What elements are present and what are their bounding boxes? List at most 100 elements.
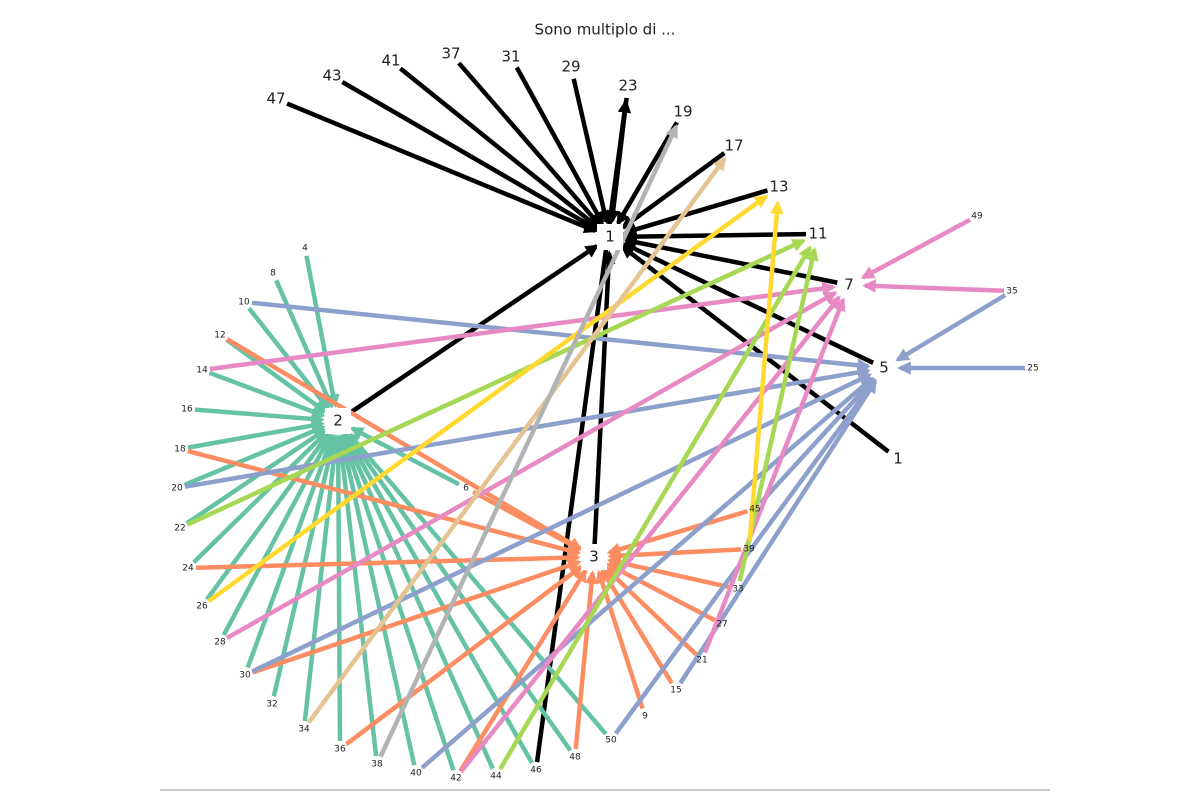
node-label: 2 [333,412,343,430]
node-label: 36 [334,745,346,755]
edge [534,99,632,763]
node-box [325,408,351,434]
node-label: 8 [270,269,276,279]
node-label: 15 [670,686,681,696]
node-label: 40 [410,769,422,779]
edge [251,372,873,674]
edge [194,407,325,426]
node-label: 41 [381,52,400,70]
edge [245,433,336,669]
edge [225,337,328,414]
edge [342,433,495,770]
edge [459,295,841,774]
node-label: 46 [530,766,542,776]
node-label: 42 [450,774,461,784]
edge [592,250,616,546]
node-label: 26 [196,602,208,612]
node-label: 25 [1027,364,1038,374]
node-label: 12 [214,331,225,341]
edge [378,124,679,758]
edges [183,61,1025,774]
node-label: 50 [605,736,617,746]
edge [895,293,1007,362]
node-label: 18 [174,445,186,455]
node-label: 1 [893,450,903,468]
node-label: 39 [743,545,755,555]
edge [345,564,584,746]
edge [302,434,342,722]
edge [225,290,838,641]
node-label: 9 [642,712,648,722]
node-label: 48 [569,753,581,763]
node-label: 35 [1006,287,1017,297]
node-label: 11 [808,225,827,243]
edge [514,66,605,226]
node-label: 31 [501,48,520,66]
edge [398,66,600,229]
edge [192,430,329,565]
edge [251,300,871,372]
edge [600,568,674,685]
edge [209,281,836,372]
edge [616,121,679,226]
node-label: 27 [716,620,727,630]
node-label: 30 [239,671,251,681]
edge [341,80,599,231]
edge [605,562,716,623]
edge [186,238,806,527]
node-label: 14 [196,366,208,376]
edge [458,568,588,773]
node-label: 13 [769,178,788,196]
edge [620,151,726,230]
edge [621,241,875,365]
node-label: 7 [844,276,854,294]
edge [702,297,846,654]
node-label: 17 [724,137,743,155]
edge [187,448,582,557]
node-label: 38 [371,760,383,770]
edge [346,431,608,736]
edge [207,194,769,604]
edge [603,566,698,657]
node-label: 22 [174,524,185,534]
node-label: 44 [490,772,502,782]
edge [573,570,599,750]
node-label: 33 [732,585,743,595]
node-label: 21 [696,656,707,666]
edge [620,244,890,454]
edge [274,279,334,409]
node-box [597,224,623,250]
edge [457,61,602,227]
edge [343,432,535,765]
edge [204,431,331,601]
node-label: 28 [214,638,226,648]
node-label: 45 [749,505,760,515]
node-label: 4 [302,244,308,254]
nodes: 1235711131719232931374143471468910121415… [171,45,1038,784]
node-label: 6 [463,484,469,494]
node-label: 16 [181,405,193,415]
node-box [581,544,607,570]
node-label: 19 [673,103,692,121]
edge [306,156,727,724]
node-label: 24 [182,564,194,574]
node-label: 10 [238,298,250,308]
edge [498,245,812,771]
edge [251,559,582,675]
node-label: 3 [589,548,599,566]
edge [571,78,611,225]
edge [208,370,326,418]
node-label: 20 [171,484,183,494]
node-label: 34 [298,725,310,735]
edge [286,101,598,234]
node-label: 5 [879,359,889,377]
node-label: 29 [561,58,580,76]
edge [187,419,325,450]
node-label: 37 [441,45,460,63]
node-label: 49 [971,212,983,222]
edge [606,556,731,590]
edge [758,377,876,505]
edge [622,188,769,236]
edge [420,376,874,770]
